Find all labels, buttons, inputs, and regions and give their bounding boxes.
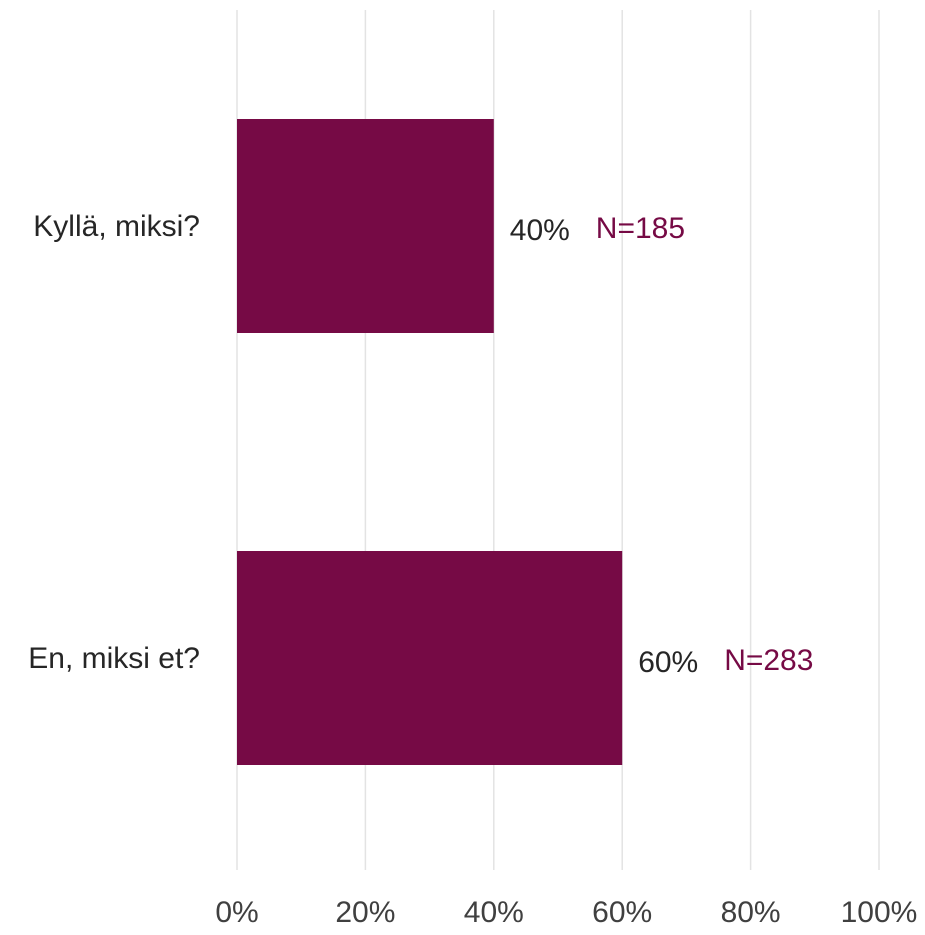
x-tick-label: 80% <box>721 896 781 929</box>
n-label: N=185 <box>596 212 685 245</box>
category-label: Kyllä, miksi? <box>33 210 200 243</box>
bar <box>237 119 494 333</box>
category-label: En, miksi et? <box>28 642 200 675</box>
x-axis-ticks: 0% 20% 40% 60% 80% 100% <box>215 896 917 929</box>
labels: Kyllä, miksi? 40% N=185 En, miksi et? 60% N=2… <box>28 210 813 679</box>
value-label: 40% <box>510 214 570 247</box>
bars <box>237 119 623 765</box>
x-tick-label: 0% <box>215 896 258 929</box>
value-label: 60% <box>638 646 698 679</box>
x-tick-label: 20% <box>335 896 395 929</box>
x-tick-label: 100% <box>841 896 918 929</box>
x-tick-label: 60% <box>592 896 652 929</box>
bar <box>237 551 623 765</box>
x-tick-label: 40% <box>464 896 524 929</box>
n-label: N=283 <box>724 644 813 677</box>
